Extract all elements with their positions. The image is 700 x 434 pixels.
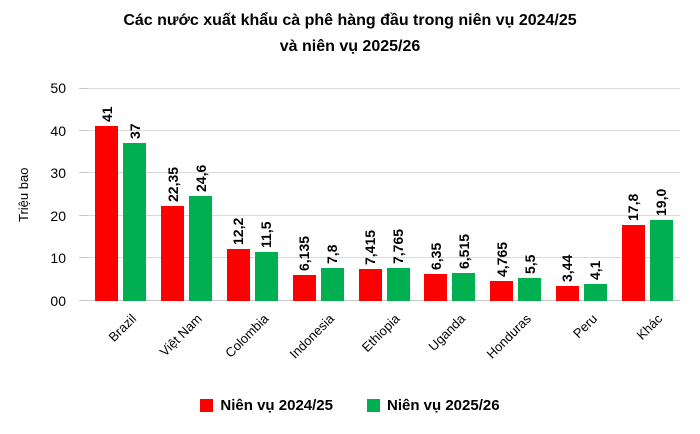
y-tick-mark	[79, 129, 88, 131]
x-category-label: Brazil	[105, 311, 140, 345]
y-tick-mark	[79, 172, 88, 174]
chart-title: Các nước xuất khẩu cà phê hàng đầu trong…	[123, 12, 577, 55]
bar-2025-26	[320, 267, 344, 301]
gridline	[88, 214, 680, 216]
plot-area: 41 37 22,35 24,6 12,2 11,5 6,135 7,8 7,415 7,765 6…	[79, 88, 680, 301]
x-category-label: Peru	[569, 311, 600, 342]
bar-value-label: 5,5	[521, 254, 538, 274]
y-tick-mark	[79, 300, 88, 301]
bar-value-label: 24,6	[192, 164, 209, 193]
bar-value-label: 6,35	[427, 242, 444, 270]
y-axis-title: Triệu bao	[16, 167, 31, 222]
gridline	[88, 172, 680, 174]
legend-label: Niên vụ 2024/25	[220, 397, 333, 414]
bar-2024-25	[292, 274, 316, 301]
y-tick-label: 10	[50, 250, 66, 267]
x-category-label: Indonesia	[286, 311, 337, 362]
legend-label: Niên vụ 2025/26	[387, 397, 500, 414]
bar-2025-26	[649, 220, 673, 301]
y-tick-label: 30	[50, 165, 66, 182]
gridline	[88, 257, 680, 259]
bar-value-label: 19,0	[653, 188, 670, 217]
bar-value-label: 4,765	[493, 241, 510, 277]
bar-2025-26	[518, 277, 542, 301]
x-category-label: Uganda	[425, 311, 469, 354]
bar-2024-25	[621, 225, 645, 301]
bar-2024-25	[95, 126, 119, 301]
x-category-label: Ethiopia	[358, 311, 403, 355]
bar-2025-26	[583, 283, 607, 301]
bar-value-label: 7,415	[362, 230, 378, 266]
y-tick-mark	[79, 88, 88, 89]
legend: Niên vụ 2024/25 Niên vụ 2025/26	[0, 397, 700, 414]
bar-value-label: 22,35	[164, 166, 181, 202]
bar-value-label: 17,8	[625, 193, 642, 222]
bar-2025-26	[386, 267, 410, 301]
bar-value-label: 11,5	[258, 221, 275, 249]
bar-value-label: 37	[126, 123, 143, 140]
legend-item-2024-25: Niên vụ 2024/25	[200, 397, 333, 414]
legend-item-2025-26: Niên vụ 2025/26	[367, 397, 500, 414]
bar-2025-26	[189, 196, 213, 301]
bar-2024-25	[161, 205, 185, 301]
bar-value-label: 41	[98, 106, 115, 123]
y-tick-label: 20	[50, 207, 66, 224]
y-tick-mark	[79, 214, 88, 216]
bar-2025-26	[123, 143, 147, 301]
bar-value-label: 7,8	[324, 244, 341, 264]
x-category-label: Việt Nam	[157, 311, 206, 360]
gridline	[88, 300, 680, 301]
x-category-label: Honduras	[483, 311, 535, 362]
bar-2024-25	[555, 286, 579, 301]
bar-2025-26	[452, 273, 476, 301]
x-category-label: Colombia	[221, 311, 272, 361]
legend-swatch-2024-25	[200, 399, 214, 412]
gridline	[88, 88, 680, 89]
bar-value-label: 7,765	[390, 228, 406, 264]
bar-value-label: 6,515	[455, 234, 472, 270]
bar-2024-25	[226, 249, 250, 301]
gridline	[88, 129, 680, 131]
bar-value-label: 6,135	[296, 235, 313, 271]
bar-2024-25	[490, 280, 514, 301]
y-tick-label: 40	[50, 122, 66, 139]
bar-value-label: 4,1	[587, 260, 604, 280]
bar-2024-25	[358, 269, 382, 301]
bar-2025-26	[254, 252, 278, 301]
bar-value-label: 3,44	[559, 255, 576, 283]
x-axis-labels: Brazil Việt Nam Colombia Indonesia Ethiopia U…	[88, 301, 680, 396]
bar-value-label: 12,2	[230, 217, 247, 246]
bar-2024-25	[424, 273, 448, 301]
y-tick-mark	[79, 257, 88, 259]
x-category-label: Khác	[634, 311, 666, 343]
y-tick-label: 00	[50, 293, 66, 309]
legend-swatch-2025-26	[367, 399, 380, 412]
y-tick-label: 50	[50, 80, 66, 96]
